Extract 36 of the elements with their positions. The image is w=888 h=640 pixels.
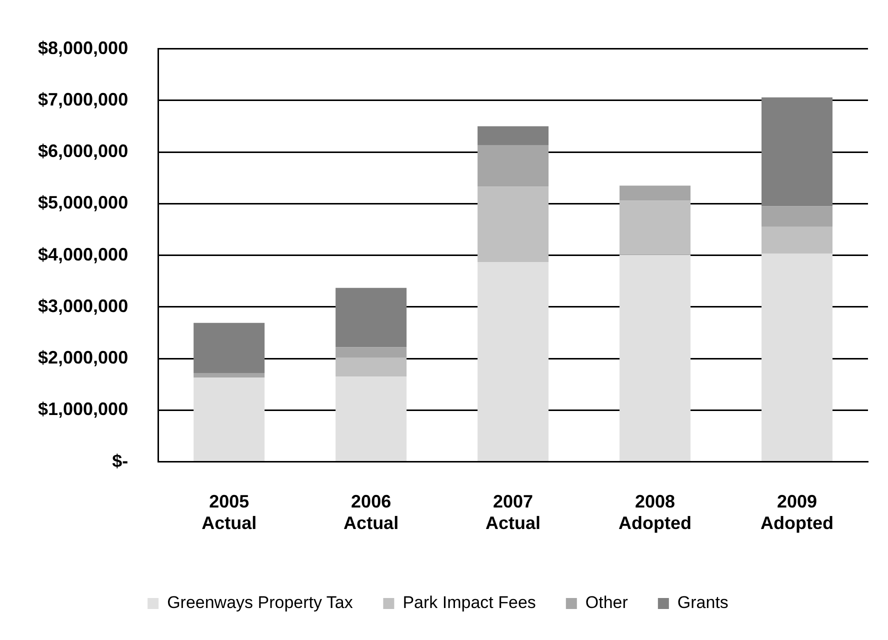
y-tick-label: $3,000,000: [38, 296, 128, 316]
bar: [620, 254, 691, 462]
legend-label: Park Impact Fees: [402, 593, 536, 612]
y-tick-label: $8,000,000: [38, 38, 128, 58]
x-tick-label: 2007 Actual: [486, 492, 541, 534]
bar: [478, 126, 549, 146]
y-tick-label: $5,000,000: [38, 192, 128, 213]
x-tick-label: 2009 Adopted: [760, 492, 834, 534]
bar: [762, 226, 833, 254]
bar: [478, 145, 549, 187]
bar: [478, 186, 549, 262]
bar: [336, 288, 407, 348]
bar: [336, 347, 407, 358]
y-tick-label: $4,000,000: [38, 244, 128, 264]
x-tick-label: 2008 Adopted: [618, 492, 692, 534]
bar: [478, 262, 549, 462]
bar: [194, 373, 265, 378]
y-tick-label: $-: [112, 450, 128, 471]
y-tick-label: $7,000,000: [38, 89, 128, 110]
legend-label: Greenways Property Tax: [167, 593, 354, 612]
y-tick-label: $6,000,000: [38, 141, 128, 162]
bar: [762, 97, 833, 206]
bar: [336, 358, 407, 377]
bar: [762, 206, 833, 227]
legend-label: Grants: [677, 593, 728, 612]
bar: [620, 200, 691, 255]
bar: [194, 322, 265, 374]
legend-label: Other: [585, 593, 628, 612]
bar: [620, 186, 691, 201]
y-tick-label: $2,000,000: [38, 348, 128, 368]
x-tick-label: 2006 Actual: [344, 492, 399, 534]
x-tick-label: 2005 Actual: [202, 492, 257, 534]
bar: [762, 254, 833, 462]
bar: [336, 376, 407, 462]
y-tick-label: $1,000,000: [38, 399, 128, 420]
bar: [194, 378, 265, 462]
